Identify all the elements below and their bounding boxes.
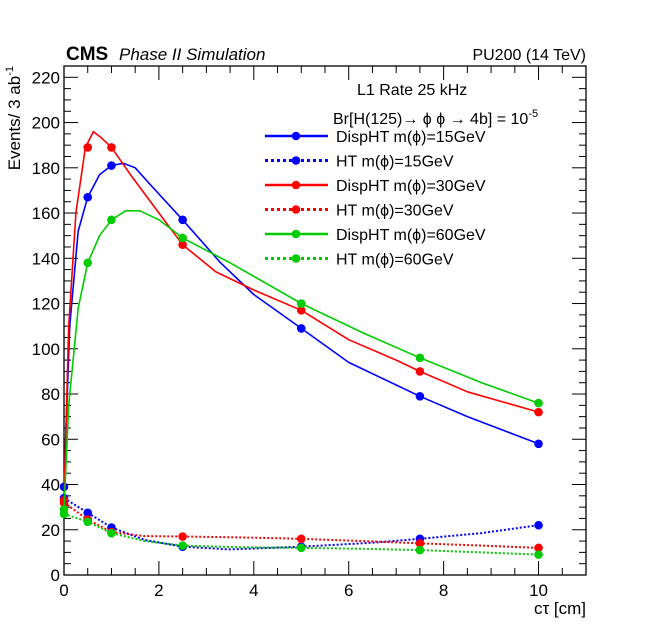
data-point-s5-p1	[83, 517, 93, 527]
data-point-s5-p5	[415, 545, 425, 555]
data-point-s0-p1	[83, 192, 93, 202]
legend-label-3: HT m(ϕ)=30GeV	[336, 203, 454, 220]
data-point-s4-p5	[415, 353, 425, 363]
data-point-s4-p3	[178, 233, 187, 243]
experiment-label: CMS	[66, 44, 108, 65]
legend: DispHT m(ϕ)=15GeV HT m(ϕ)=15GeV DispHT m(ϕ…	[265, 129, 486, 269]
branching-ratio-text: Br[H(125)→ ϕ ϕ → 4b] = 10	[333, 111, 528, 128]
legend-label-5: HT m(ϕ)=60GeV	[336, 252, 454, 269]
y-tick-label: 200	[32, 114, 60, 133]
branching-ratio-exponent: -5	[528, 108, 538, 120]
y-tick-label: 100	[32, 340, 60, 359]
data-point-s2-p5	[415, 367, 425, 376]
data-point-s5-p0	[59, 509, 69, 519]
y-tick-label: 160	[32, 204, 60, 223]
y-tick-label: 40	[41, 476, 60, 495]
data-point-s5-p3	[178, 541, 187, 550]
data-point-s4-p2	[107, 215, 116, 225]
x-tick-label: 10	[529, 581, 548, 600]
legend-marker-4	[291, 229, 301, 239]
data-point-s4-p4	[296, 299, 306, 308]
data-point-s0-p2	[107, 161, 116, 170]
y-tick-label: 120	[32, 295, 60, 314]
series-line-5	[63, 512, 539, 556]
legend-label-4: DispHT m(ϕ)=60GeV	[336, 227, 486, 244]
x-tick-label: 2	[154, 581, 163, 600]
series-layer	[59, 130, 543, 559]
branching-ratio-label: Br[H(125)→ ϕ ϕ → 4b] = 10-5	[333, 108, 538, 128]
chart-title: Phase II Simulation	[119, 45, 265, 64]
data-point-s3-p6	[534, 543, 543, 553]
data-point-s2-p1	[83, 143, 93, 152]
series-line-1	[63, 497, 539, 551]
y-tick-label: 20	[41, 521, 60, 540]
data-point-s2-p6	[534, 407, 543, 417]
data-point-s2-p4	[296, 306, 306, 315]
y-axis-label-exponent: -1	[4, 66, 16, 76]
data-point-s5-p6	[534, 550, 543, 559]
legend-marker-0	[291, 131, 301, 141]
data-point-s1-p1	[83, 508, 93, 518]
legend-marker-2	[291, 180, 301, 190]
data-point-s5-p2	[107, 528, 116, 538]
data-point-s1-p6	[534, 520, 543, 530]
legend-label-1: HT m(ϕ)=15GeV	[336, 154, 454, 171]
x-tick-label: 8	[439, 581, 448, 600]
legend-marker-3	[291, 205, 301, 214]
y-axis-label: Events/ 3 ab-1	[4, 66, 24, 170]
plot-frame	[63, 65, 587, 576]
x-tick-label: 0	[59, 581, 68, 600]
data-point-s4-p1	[83, 258, 93, 268]
y-tick-label: 60	[41, 430, 60, 449]
legend-label-0: DispHT m(ϕ)=15GeV	[336, 129, 486, 146]
y-tick-label: 140	[32, 249, 60, 268]
data-point-s0-p5	[415, 391, 425, 401]
legend-header: L1 Rate 25 kHz	[357, 82, 467, 99]
y-axis-label-text: Events/ 3 ab	[5, 76, 24, 171]
y-tick-label: 0	[51, 566, 60, 585]
y-tick-label: 80	[41, 385, 60, 404]
x-tick-label: 4	[249, 581, 258, 600]
top-right-label: PU200 (14 TeV)	[472, 47, 586, 64]
data-point-s3-p4	[296, 534, 306, 544]
x-tick-label: 6	[344, 581, 353, 600]
series-line-0	[63, 162, 539, 487]
data-point-s3-p3	[178, 532, 187, 541]
data-point-s3-p5	[415, 539, 425, 548]
series-line-3	[63, 501, 539, 549]
y-tick-label: 180	[32, 159, 60, 178]
data-point-s4-p6	[534, 398, 543, 408]
legend-marker-5	[291, 254, 301, 263]
data-point-s2-p3	[178, 240, 187, 250]
y-tick-label: 220	[32, 68, 60, 87]
x-axis-label: cτ [cm]	[534, 599, 586, 618]
data-point-s0-p3	[178, 215, 187, 225]
series-line-4	[63, 210, 539, 510]
data-point-s2-p2	[107, 143, 116, 152]
data-point-s0-p6	[534, 439, 543, 449]
legend-marker-1	[291, 156, 301, 165]
data-point-s0-p4	[296, 324, 306, 333]
legend-label-2: DispHT m(ϕ)=30GeV	[336, 178, 486, 195]
data-point-s5-p4	[296, 543, 306, 553]
